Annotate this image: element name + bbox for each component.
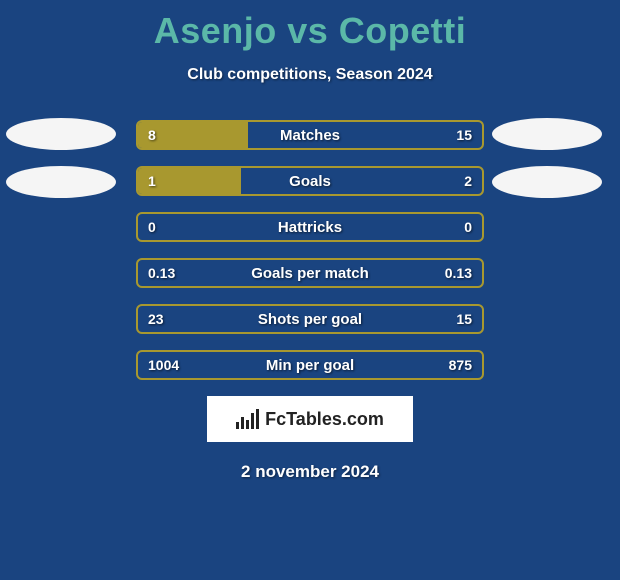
player-right-badge xyxy=(492,118,602,150)
date-text: 2 november 2024 xyxy=(0,462,620,482)
player-left-badge xyxy=(6,166,116,198)
bar-row: 0 Hattricks 0 xyxy=(136,212,484,242)
bar-value-right: 0.13 xyxy=(445,260,472,286)
comparison-chart: 8 Matches 15 1 Goals 2 0 Hattricks 0 0.1… xyxy=(0,120,620,482)
bar-value-right: 0 xyxy=(464,214,472,240)
bar-label: Shots per goal xyxy=(138,306,482,332)
bar-row: 0.13 Goals per match 0.13 xyxy=(136,258,484,288)
logo-box: FcTables.com xyxy=(207,396,413,442)
bar-row: 1 Goals 2 xyxy=(136,166,484,196)
bar-chart-icon xyxy=(236,409,259,429)
bar-row: 23 Shots per goal 15 xyxy=(136,304,484,334)
player-left-badge xyxy=(6,118,116,150)
player-right-badge xyxy=(492,166,602,198)
bar-value-right: 15 xyxy=(456,122,472,148)
bar-value-right: 875 xyxy=(449,352,472,378)
bar-label: Hattricks xyxy=(138,214,482,240)
bar-label: Goals per match xyxy=(138,260,482,286)
bar-label: Matches xyxy=(138,122,482,148)
logo-text: FcTables.com xyxy=(265,409,384,430)
bar-value-right: 2 xyxy=(464,168,472,194)
bar-row: 8 Matches 15 xyxy=(136,120,484,150)
bar-label: Min per goal xyxy=(138,352,482,378)
bars-container: 8 Matches 15 1 Goals 2 0 Hattricks 0 0.1… xyxy=(136,120,484,380)
bar-value-right: 15 xyxy=(456,306,472,332)
page-title: Asenjo vs Copetti xyxy=(0,0,620,52)
subtitle: Club competitions, Season 2024 xyxy=(0,66,620,84)
bar-label: Goals xyxy=(138,168,482,194)
bar-row: 1004 Min per goal 875 xyxy=(136,350,484,380)
